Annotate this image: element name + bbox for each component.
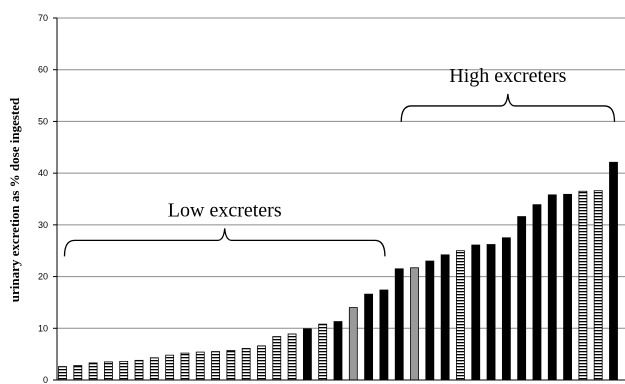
bar	[411, 268, 419, 380]
annotation-label: Low excreters	[168, 199, 282, 221]
y-tick-label: 20	[38, 272, 48, 282]
y-tick-label: 30	[38, 220, 48, 230]
bar	[610, 162, 618, 380]
annotations: Low excreters High excreters	[65, 65, 615, 256]
y-tick-label: 70	[38, 13, 48, 23]
bar	[456, 251, 464, 380]
bar	[564, 194, 572, 380]
annotation-brace	[65, 228, 385, 256]
bar	[135, 360, 143, 380]
y-tick-label: 0	[43, 375, 48, 384]
bar	[594, 191, 602, 380]
bar	[120, 361, 128, 380]
bar	[273, 337, 281, 380]
bar	[518, 217, 526, 380]
bar	[288, 334, 296, 380]
y-tick-label: 50	[38, 116, 48, 126]
bar	[59, 367, 67, 380]
annotation-brace	[401, 94, 614, 122]
bar	[487, 245, 495, 380]
bar	[242, 348, 250, 380]
y-tick-label: 40	[38, 168, 48, 178]
bar	[303, 329, 311, 380]
bars	[59, 162, 618, 380]
bar	[319, 324, 327, 380]
bar	[212, 352, 220, 380]
bar	[349, 308, 357, 380]
bar	[579, 191, 587, 380]
bar	[502, 238, 510, 380]
bar	[472, 245, 480, 380]
bar	[365, 294, 373, 380]
bar	[181, 353, 189, 380]
bar	[533, 205, 541, 380]
bar	[196, 352, 204, 380]
bar	[380, 290, 388, 380]
y-tick-label: 10	[38, 323, 48, 333]
bar	[257, 346, 265, 380]
annotation-label: High excreters	[449, 65, 566, 87]
bar	[441, 255, 449, 380]
bar	[150, 358, 158, 380]
bar	[334, 322, 342, 380]
bar	[426, 261, 434, 380]
bar	[548, 195, 556, 380]
y-tick-label: 60	[38, 65, 48, 75]
bar	[395, 269, 403, 380]
y-axis-label: urinary excretion as % dose ingested	[7, 97, 22, 302]
bar	[227, 351, 235, 380]
bar	[166, 355, 174, 380]
bar	[104, 362, 112, 380]
bar	[74, 366, 82, 380]
y-tick-labels: 0 10 20 30 40 50 60 70	[38, 13, 48, 384]
bar	[89, 363, 97, 380]
